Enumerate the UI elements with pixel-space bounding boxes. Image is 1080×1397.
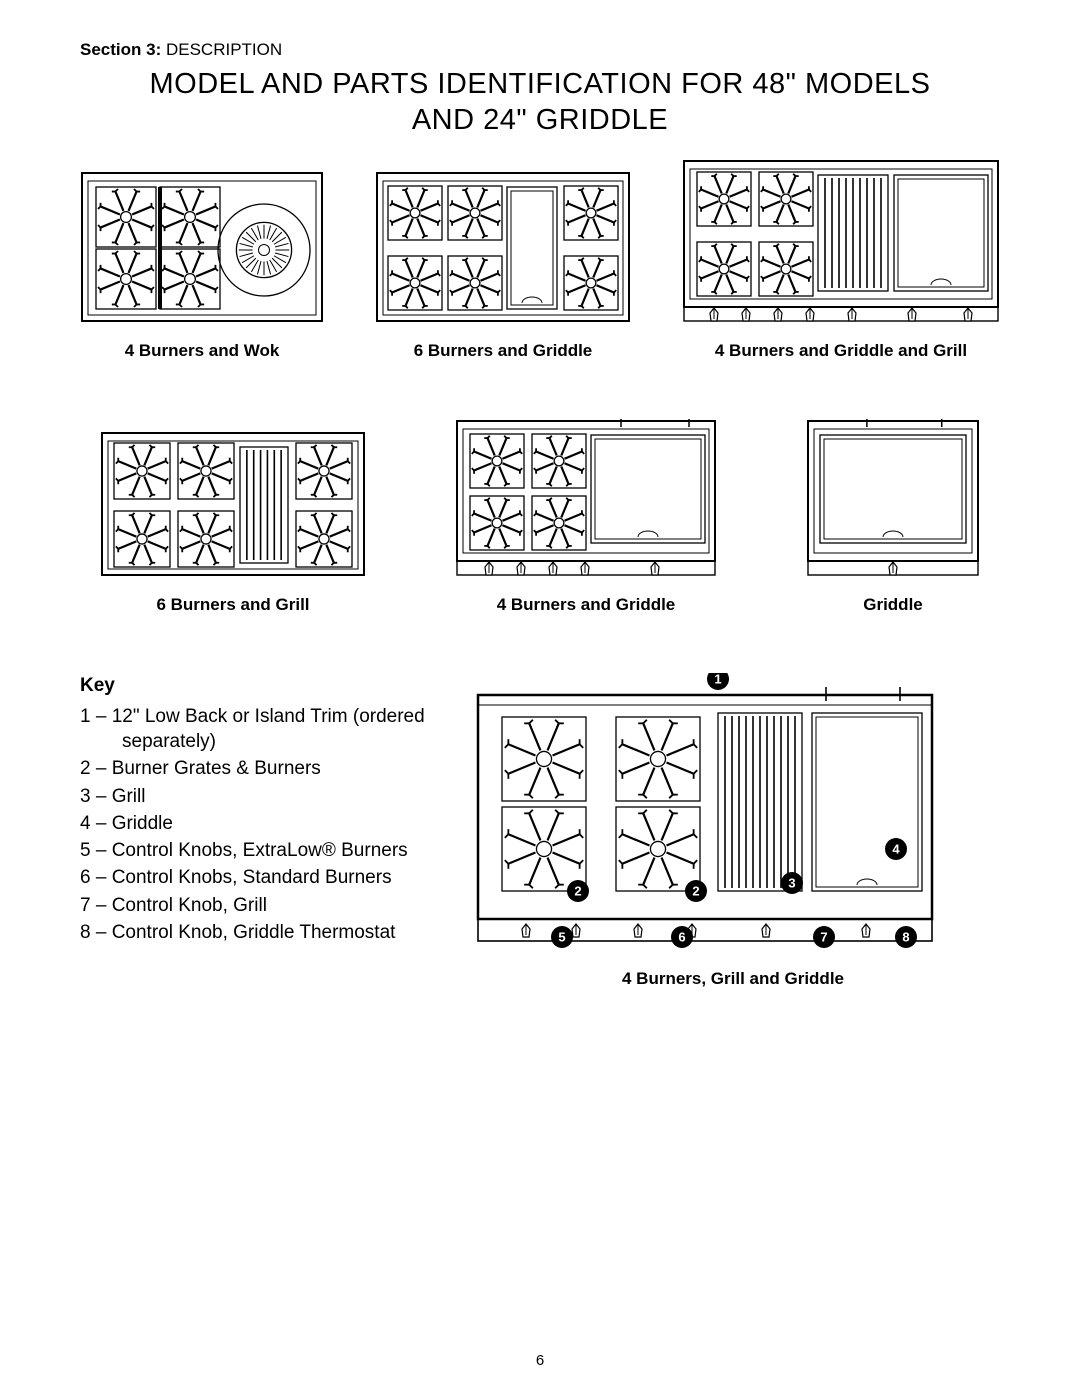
labeled-diagram: 1 2 2 3 4 5 6 7 8 [466,673,1000,953]
svg-text:5: 5 [558,929,565,944]
cooktop-diagram [80,171,324,325]
cooktop-diagram-labeled: 1 2 2 3 4 5 6 7 8 [466,673,944,953]
section-name: DESCRIPTION [161,40,282,59]
svg-text:7: 7 [820,929,827,944]
figure: 6 Burners and Griddle [375,171,631,361]
svg-text:1: 1 [714,673,721,687]
key-heading: Key [80,673,440,698]
svg-text:2: 2 [692,883,699,898]
figure-caption: Griddle [863,595,923,615]
section-number: Section 3: [80,40,161,59]
figure-caption: 4 Burners and Griddle and Grill [715,341,967,361]
svg-text:3: 3 [788,875,795,890]
cooktop-diagram [806,419,980,579]
svg-text:4: 4 [892,841,900,856]
figure: Griddle [806,419,980,615]
svg-text:8: 8 [902,929,909,944]
figure-row-2: 6 Burners and Grill 4 Burners and Griddle… [80,419,1000,615]
svg-text:6: 6 [678,929,685,944]
page-title: MODEL AND PARTS IDENTIFICATION FOR 48" M… [80,66,1000,139]
key-item: 4 – Griddle [80,811,440,836]
key-item: 7 – Control Knob, Grill [80,893,440,918]
figure: 4 Burners and Griddle and Grill [682,159,1000,361]
key-item: 3 – Grill [80,784,440,809]
svg-text:2: 2 [574,883,581,898]
key-section: Key 1 – 12" Low Back or Island Trim (ord… [80,673,1000,989]
cooktop-diagram [455,419,717,579]
figure-caption: 6 Burners and Grill [156,595,309,615]
key-column: Key 1 – 12" Low Back or Island Trim (ord… [80,673,440,948]
labeled-diagram-caption: 4 Burners, Grill and Griddle [466,969,1000,989]
key-item: 2 – Burner Grates & Burners [80,756,440,781]
key-item: 5 – Control Knobs, ExtraLow® Burners [80,838,440,863]
figure-row-1: 4 Burners and Wok 6 Burners and Griddle 4 … [80,159,1000,361]
title-line-1: MODEL AND PARTS IDENTIFICATION FOR 48" M… [149,68,930,100]
key-item: 6 – Control Knobs, Standard Burners [80,865,440,890]
key-item: 1 – 12" Low Back or Island Trim (ordered… [80,704,440,755]
figure-caption: 4 Burners and Griddle [497,595,676,615]
figure-caption: 6 Burners and Griddle [414,341,593,361]
title-line-2: AND 24" GRIDDLE [412,104,668,136]
labeled-diagram-column: 1 2 2 3 4 5 6 7 8 4 Burners, Grill and Griddle [466,673,1000,989]
figure: 6 Burners and Grill [100,431,366,615]
figure: 4 Burners and Griddle [455,419,717,615]
key-list: 1 – 12" Low Back or Island Trim (ordered… [80,704,440,945]
figure-caption: 4 Burners and Wok [125,341,280,361]
figure: 4 Burners and Wok [80,171,324,361]
key-item: 8 – Control Knob, Griddle Thermostat [80,920,440,945]
cooktop-diagram [682,159,1000,325]
section-header: Section 3: DESCRIPTION [80,40,1000,60]
cooktop-diagram [375,171,631,325]
page-number: 6 [0,1352,1080,1369]
cooktop-diagram [100,431,366,579]
